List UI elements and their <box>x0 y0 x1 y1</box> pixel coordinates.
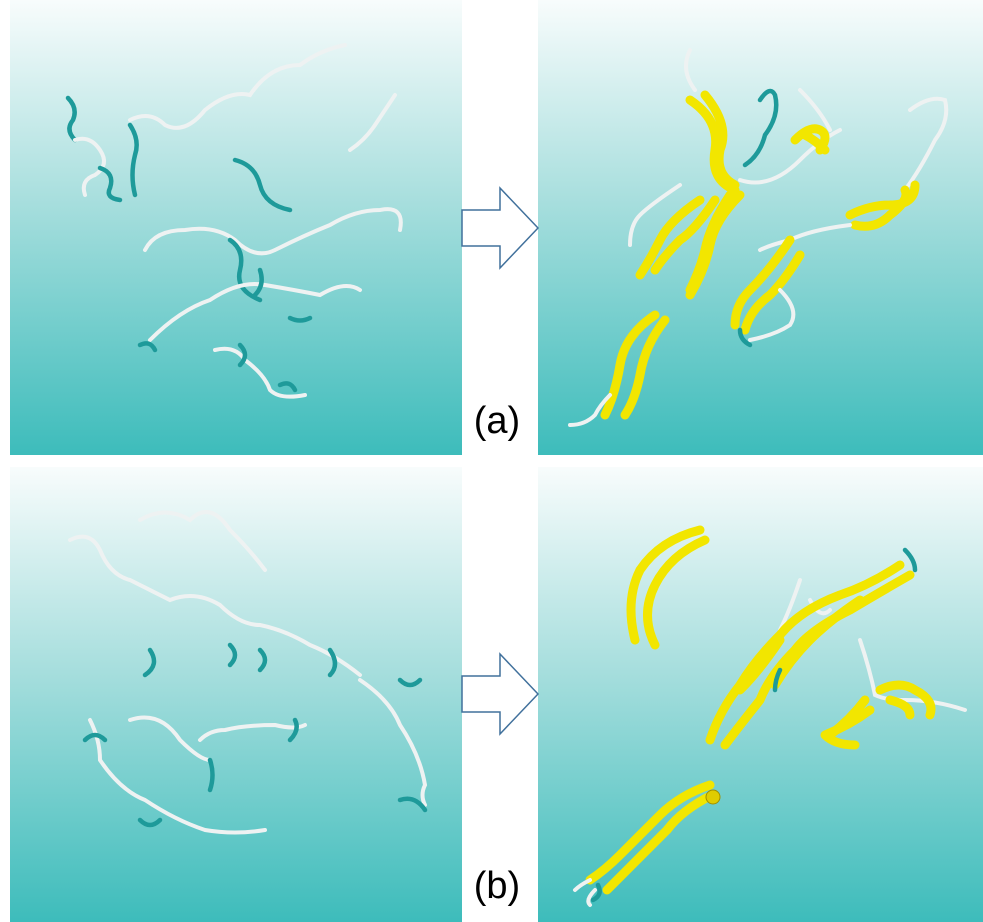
panel-a-before <box>10 0 462 455</box>
arrow-b <box>462 654 538 734</box>
panel-a-after <box>538 0 983 455</box>
figure: (a) (b) <box>0 0 983 922</box>
arrow-a <box>462 188 538 268</box>
panel-label: (a) <box>474 400 520 442</box>
panel-label: (b) <box>474 865 520 907</box>
